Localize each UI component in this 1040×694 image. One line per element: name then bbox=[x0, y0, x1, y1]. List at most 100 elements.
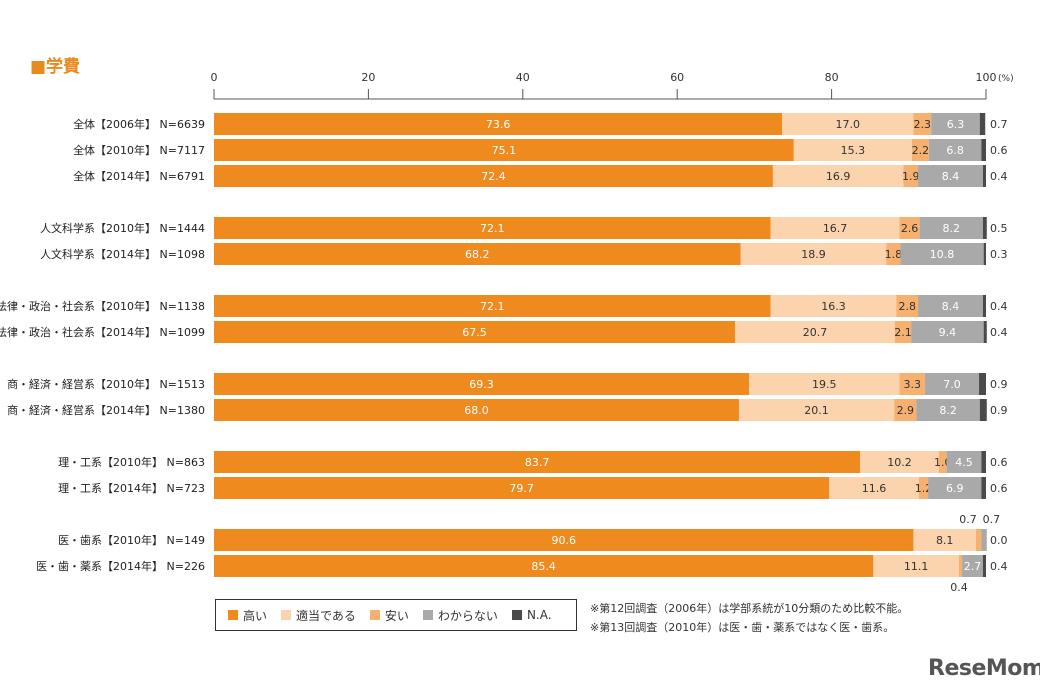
category-label: 理・工系【2010年】 N=863 bbox=[58, 455, 205, 469]
bar-segment bbox=[979, 373, 986, 395]
bar-segment bbox=[214, 139, 794, 161]
bar-segment bbox=[928, 477, 982, 499]
data-label: 85.4 bbox=[531, 560, 556, 573]
bar-segment bbox=[913, 529, 976, 551]
data-label: 3.3 bbox=[904, 378, 922, 391]
x-tick-label: 100 bbox=[976, 71, 997, 84]
bar-segment bbox=[946, 451, 982, 473]
data-label: 83.7 bbox=[525, 456, 550, 469]
legend: 高い 適当である 安い わからない N.A. bbox=[215, 599, 577, 631]
data-label: 15.3 bbox=[841, 144, 866, 157]
bar-segment bbox=[979, 399, 987, 421]
data-label: 11.6 bbox=[862, 482, 887, 495]
legend-swatch bbox=[281, 610, 292, 620]
bar-segment bbox=[911, 139, 929, 161]
bar-segment bbox=[214, 295, 771, 317]
bar-segment bbox=[740, 243, 887, 265]
data-label: 16.3 bbox=[821, 300, 846, 313]
legend-label: 安い bbox=[384, 608, 409, 623]
data-label: 2.9 bbox=[897, 404, 915, 417]
bar-segment bbox=[916, 399, 980, 421]
bar-segment bbox=[982, 555, 986, 577]
bar-segment bbox=[748, 373, 900, 395]
bar-segment bbox=[979, 113, 986, 135]
bar-segment bbox=[918, 477, 929, 499]
x-axis-unit: (%) bbox=[998, 74, 1014, 84]
data-label: 72.1 bbox=[480, 300, 505, 313]
x-tick-label: 0 bbox=[211, 71, 218, 84]
bar-segment bbox=[928, 139, 982, 161]
bar-segment bbox=[770, 295, 897, 317]
bar-segment bbox=[983, 321, 987, 343]
bar-segment bbox=[938, 451, 947, 473]
data-label: 1.9 bbox=[902, 170, 920, 183]
data-label: 8.1 bbox=[936, 534, 954, 547]
bar-segment bbox=[735, 321, 895, 343]
bar-segment bbox=[975, 529, 982, 551]
data-label: 2.2 bbox=[912, 144, 930, 157]
legend-item: 高い bbox=[228, 607, 267, 624]
bar-segment bbox=[214, 165, 773, 187]
data-label: 68.0 bbox=[464, 404, 489, 417]
data-label: 90.6 bbox=[551, 534, 576, 547]
bar-segment bbox=[214, 399, 739, 421]
bar-segment bbox=[962, 555, 983, 577]
data-label: 0.4 bbox=[990, 300, 1008, 313]
data-label: 0.7 bbox=[983, 513, 1001, 526]
category-label: 全体【2014年】 N=6791 bbox=[73, 169, 205, 183]
bar-segment bbox=[873, 555, 959, 577]
bar-segment bbox=[981, 139, 986, 161]
bar-segment bbox=[214, 113, 783, 135]
category-label: 全体【2010年】 N=7117 bbox=[73, 143, 205, 157]
bar-segment bbox=[772, 165, 904, 187]
bar-segment bbox=[214, 373, 749, 395]
category-label: 法律・政治・社会系【2014年】 N=1099 bbox=[0, 325, 205, 339]
x-tick-label: 80 bbox=[825, 71, 839, 84]
legend-item: N.A. bbox=[511, 608, 552, 622]
category-label: 医・歯系【2010年】 N=149 bbox=[58, 533, 205, 547]
data-label: 0.3 bbox=[990, 248, 1008, 261]
data-label: 0.9 bbox=[990, 404, 1008, 417]
bar-segment bbox=[793, 139, 912, 161]
legend-swatch bbox=[369, 610, 380, 620]
data-label: 0.0 bbox=[990, 534, 1008, 547]
data-label: 8.4 bbox=[942, 300, 960, 313]
bar-segment bbox=[983, 243, 986, 265]
bar-segment bbox=[911, 321, 984, 343]
bar-segment bbox=[738, 399, 895, 421]
data-label: 2.7 bbox=[964, 560, 982, 573]
bar-segment bbox=[918, 295, 983, 317]
data-label: 8.4 bbox=[942, 170, 960, 183]
data-label: 0.4 bbox=[950, 581, 968, 594]
category-label: 人文科学系【2010年】 N=1444 bbox=[40, 221, 205, 235]
data-label: 17.0 bbox=[836, 118, 861, 131]
data-label: 1.8 bbox=[885, 248, 903, 261]
bar-segment bbox=[931, 113, 980, 135]
legend-label: 適当である bbox=[296, 608, 356, 623]
legend-label: N.A. bbox=[526, 608, 552, 622]
bar-segment bbox=[899, 373, 926, 395]
bar-segment bbox=[982, 295, 986, 317]
data-label: 67.5 bbox=[462, 326, 487, 339]
category-label: 全体【2006年】 N=6639 bbox=[73, 117, 205, 131]
legend-swatch bbox=[228, 610, 238, 620]
bar-segment bbox=[918, 165, 983, 187]
bar-segment bbox=[894, 321, 912, 343]
data-label: 6.3 bbox=[947, 118, 965, 131]
x-tick-label: 20 bbox=[361, 71, 375, 84]
data-label: 2.8 bbox=[899, 300, 917, 313]
data-label: 0.4 bbox=[990, 326, 1008, 339]
bar-segment bbox=[982, 217, 987, 239]
data-label: 6.8 bbox=[946, 144, 964, 157]
data-label: 10.8 bbox=[930, 248, 955, 261]
legend-label: わからない bbox=[437, 608, 498, 623]
bar-segment bbox=[214, 555, 874, 577]
data-label: 19.5 bbox=[812, 378, 837, 391]
bar-segment bbox=[925, 373, 980, 395]
data-label: 20.1 bbox=[804, 404, 829, 417]
data-label: 69.3 bbox=[469, 378, 494, 391]
legend-swatch bbox=[422, 610, 433, 620]
note-line: ※第13回調査（2010年）は医・歯・薬系ではなく医・歯系。 bbox=[590, 621, 895, 634]
data-label: 0.7 bbox=[990, 118, 1008, 131]
